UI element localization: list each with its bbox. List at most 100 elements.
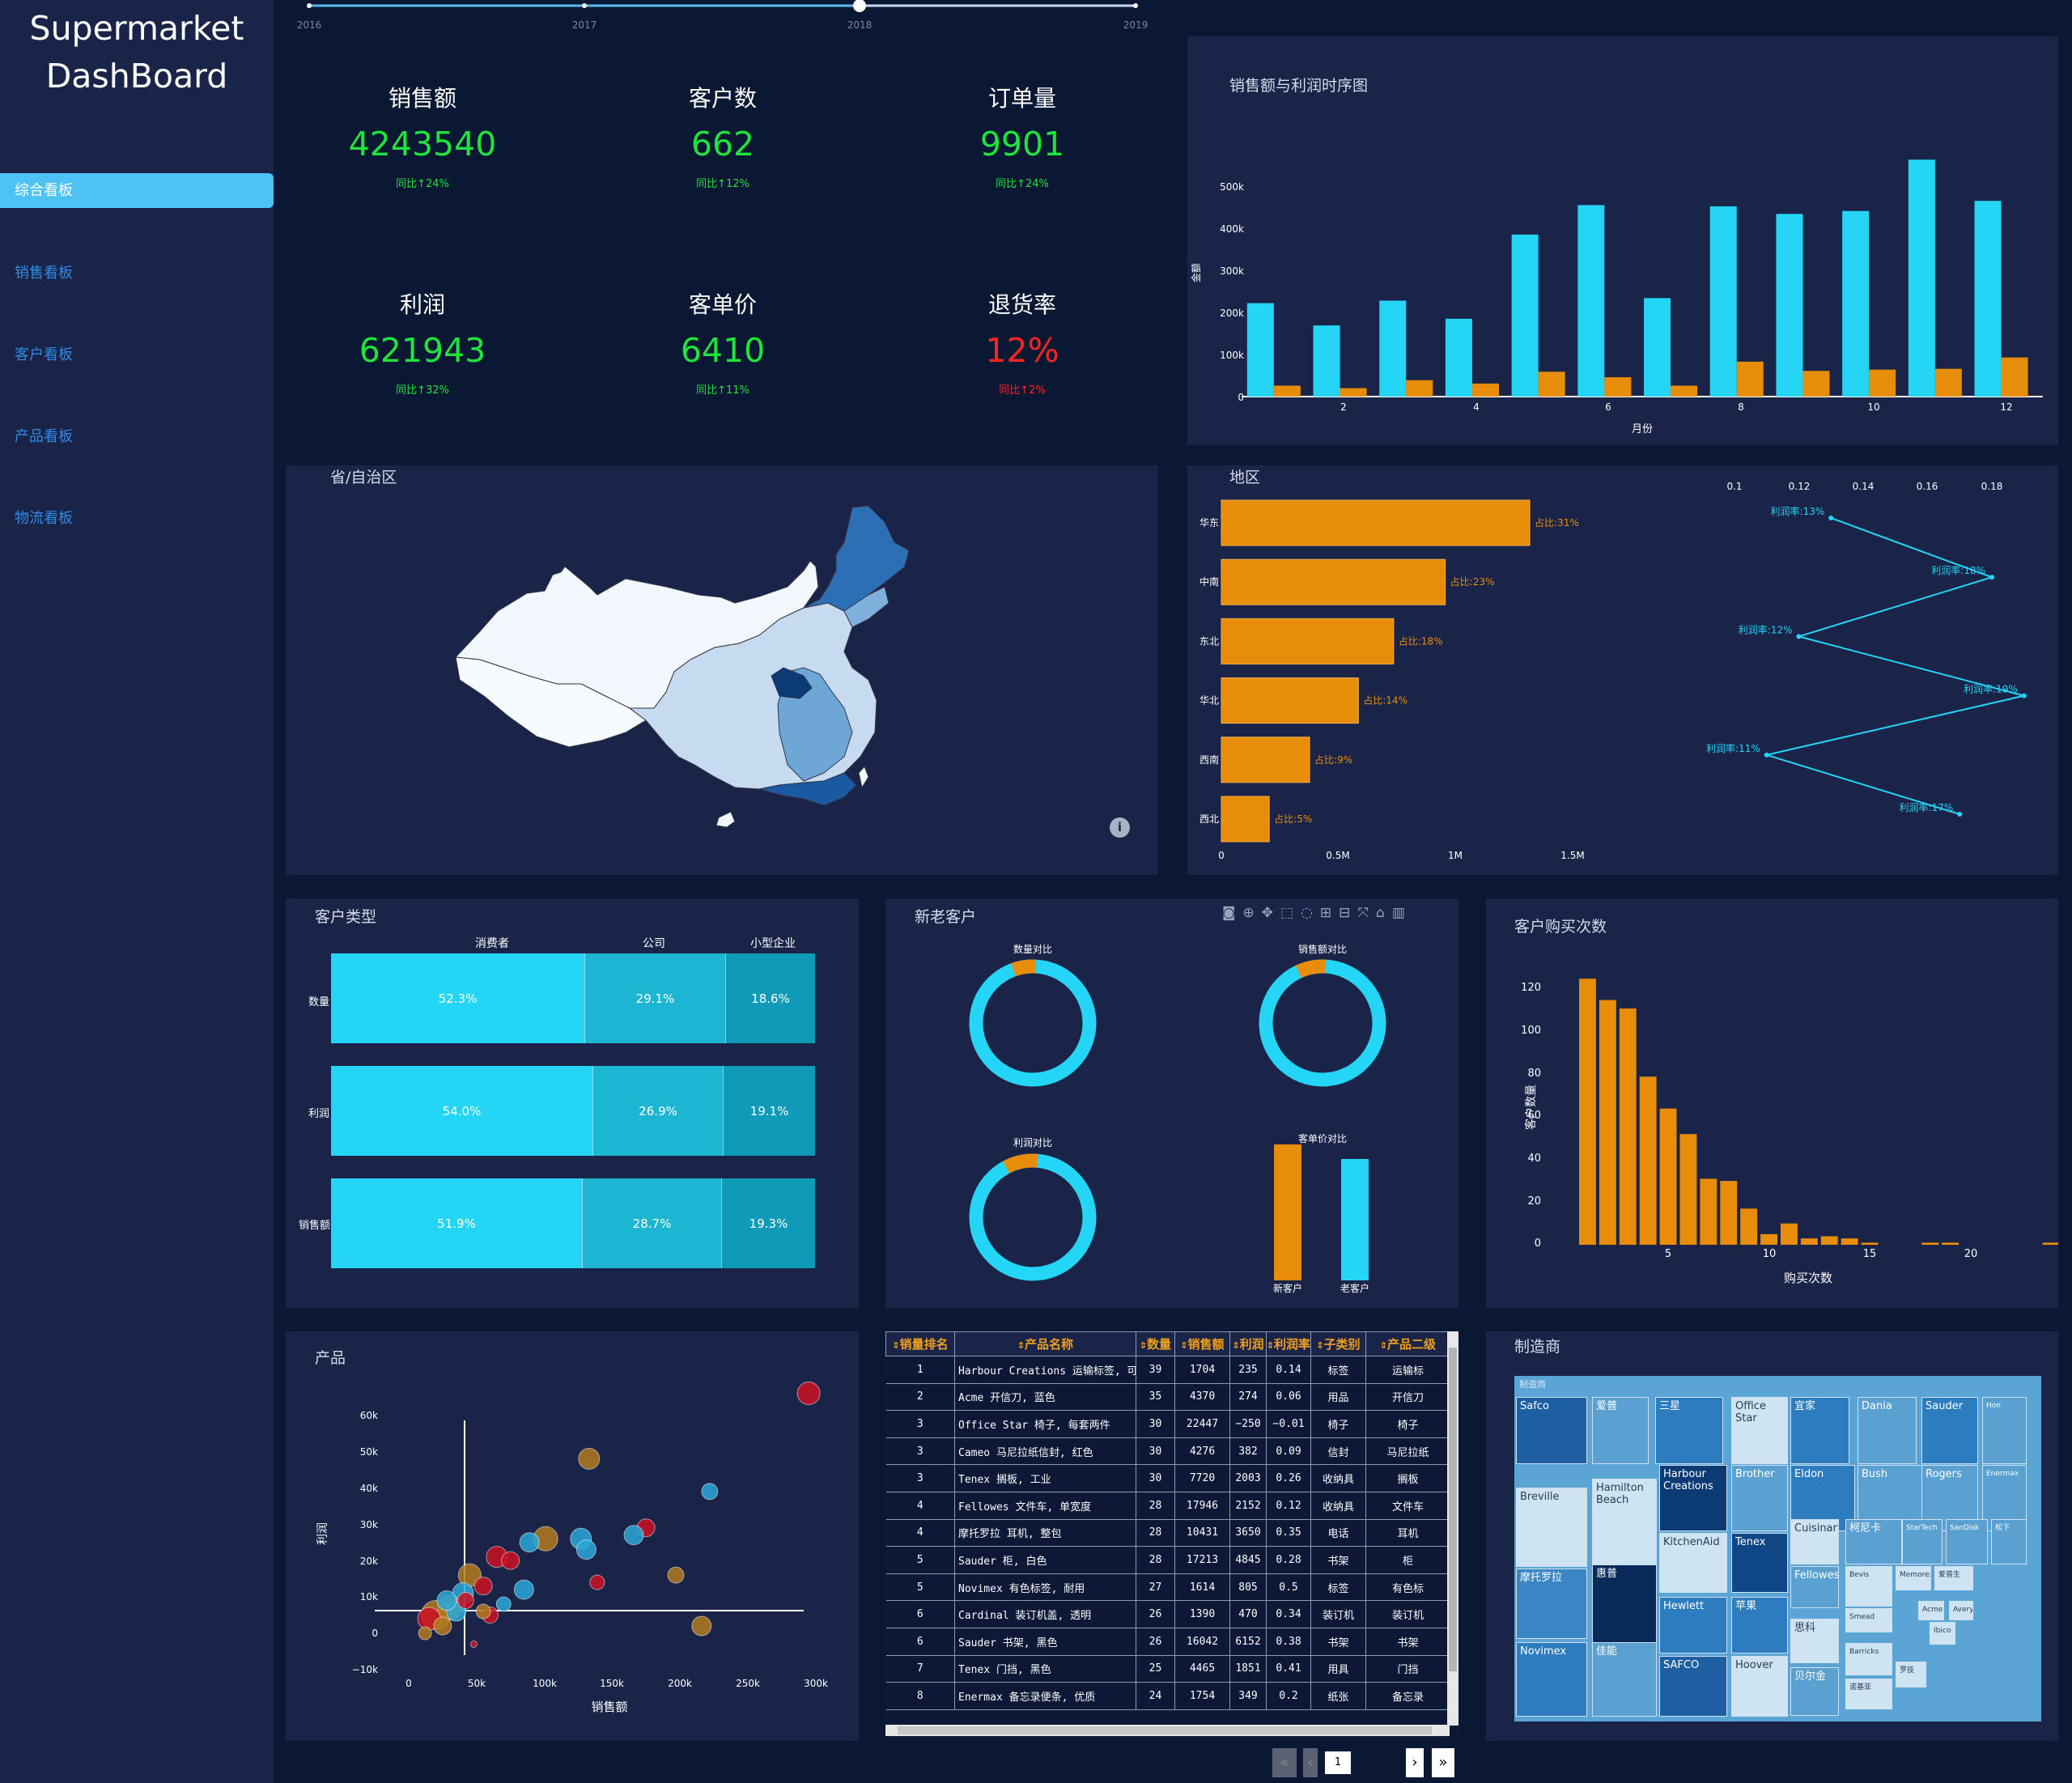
- table-row[interactable]: 3 Tenex 搁板, 工业 30 7720 2003 0.26 收纳具 搁板: [885, 1464, 1450, 1492]
- segment-company[interactable]: 26.9%: [592, 1066, 723, 1156]
- table-cell: 6152: [1229, 1628, 1267, 1656]
- treemap-cell[interactable]: 佳能: [1592, 1642, 1657, 1717]
- sort-header[interactable]: ⇕子类别: [1310, 1331, 1366, 1356]
- nav-overview[interactable]: 综合看板: [0, 173, 274, 208]
- region-chart[interactable]: 0 0.5M 1M 1.5M 0.1 0.12 0.14 0.16 0.18 华…: [1187, 465, 2058, 875]
- page-input[interactable]: 1: [1325, 1751, 1351, 1774]
- treemap-cell[interactable]: 柯尼卡: [1845, 1519, 1902, 1564]
- chart-toolbar[interactable]: ◙⊕✥⬚◌⊞⊟⤧⌂▥: [1222, 905, 1412, 921]
- treemap-cell[interactable]: 苹果: [1731, 1597, 1788, 1654]
- sort-header[interactable]: ⇕销售额: [1174, 1331, 1230, 1356]
- first-page-button[interactable]: «: [1272, 1748, 1297, 1777]
- treemap-cell[interactable]: Brother: [1731, 1465, 1788, 1531]
- info-icon[interactable]: i: [1110, 817, 1130, 838]
- nav-logistics[interactable]: 物流看板: [15, 510, 73, 527]
- treemap-cell[interactable]: 诺基亚: [1845, 1679, 1892, 1709]
- sort-header[interactable]: ⇕产品名称: [954, 1331, 1136, 1356]
- treemap-cell[interactable]: Office Star: [1731, 1397, 1788, 1464]
- treemap-cell[interactable]: 爱普: [1592, 1397, 1649, 1464]
- nav-sales[interactable]: 销售看板: [15, 265, 73, 282]
- treemap-cell[interactable]: 贝尔金: [1790, 1667, 1839, 1716]
- segment-consumer[interactable]: 52.3%: [331, 953, 584, 1043]
- vertical-scrollbar[interactable]: [1447, 1331, 1458, 1726]
- treemap-cell[interactable]: Tenex: [1731, 1533, 1788, 1593]
- kpi-yoy: 同比↑11%: [696, 384, 749, 397]
- segment-consumer[interactable]: 54.0%: [331, 1066, 592, 1156]
- treemap-cell[interactable]: StarTech: [1902, 1519, 1942, 1564]
- table-row[interactable]: 4 摩托罗拉 耳机, 整包 28 10431 3650 0.35 电话 耳机: [885, 1519, 1450, 1547]
- treemap-cell[interactable]: 三星: [1655, 1397, 1723, 1464]
- kpi-avg-order: 客单价 6410 同比↑11%: [601, 287, 844, 397]
- sort-header[interactable]: ⇕销量排名: [885, 1331, 955, 1356]
- nav-product[interactable]: 产品看板: [15, 428, 73, 445]
- sort-header[interactable]: ⇕利润率: [1266, 1331, 1311, 1356]
- treemap-cell[interactable]: Bevis: [1845, 1566, 1892, 1607]
- treemap-cell[interactable]: Novimex: [1516, 1642, 1587, 1717]
- donut-new: [1259, 959, 1386, 1087]
- nav-customer[interactable]: 客户看板: [15, 346, 73, 363]
- segment-small-biz[interactable]: 19.3%: [721, 1178, 815, 1268]
- table-row[interactable]: 3 Cameo 马尼拉纸信封, 红色 30 4276 382 0.09 信封 马尼拉纸: [885, 1437, 1450, 1466]
- next-page-button[interactable]: ›: [1406, 1748, 1424, 1777]
- treemap-cell[interactable]: Hamilton Beach: [1592, 1479, 1657, 1568]
- treemap-cell[interactable]: Ibico: [1930, 1622, 1955, 1645]
- treemap-cell[interactable]: Smead: [1845, 1608, 1892, 1632]
- monthly-chart[interactable]: 0 100k 200k 300k 400k 500k 2 4 6 8 10 12…: [1187, 36, 2058, 445]
- treemap-cell[interactable]: Barricks: [1845, 1643, 1892, 1675]
- segment-small-biz[interactable]: 18.6%: [725, 953, 815, 1043]
- horizontal-scrollbar[interactable]: [885, 1725, 1450, 1736]
- treemap-cell[interactable]: 松下: [1991, 1519, 2027, 1564]
- treemap-cell[interactable]: Hon: [1982, 1397, 2027, 1464]
- table-row[interactable]: 5 Novimex 有色标签, 耐用 27 1614 805 0.5 标签 有色标: [885, 1573, 1450, 1602]
- segment-consumer[interactable]: 51.9%: [331, 1178, 582, 1268]
- segment-small-biz[interactable]: 19.1%: [723, 1066, 815, 1156]
- last-page-button[interactable]: »: [1432, 1748, 1454, 1777]
- kpi-title: 利润: [399, 291, 445, 318]
- new-old-charts[interactable]: 数量对比 销售额对比 利润对比 客单价对比 新客户 老客户: [885, 898, 1458, 1308]
- treemap-cell[interactable]: SAFCO: [1659, 1656, 1727, 1717]
- buy-times-histogram[interactable]: 0 20 40 60 80 100 120 5 10 15 20 购买次数 客户…: [1486, 898, 2058, 1308]
- china-map[interactable]: [286, 465, 1158, 875]
- sort-header[interactable]: ⇕利润: [1229, 1331, 1267, 1356]
- treemap-cell[interactable]: Harbour Creations: [1659, 1465, 1727, 1531]
- table-row[interactable]: 2 Acme 开信刀, 蓝色 35 4370 274 0.06 用品 开信刀: [885, 1383, 1450, 1412]
- treemap-cell[interactable]: Fellowes: [1790, 1566, 1839, 1608]
- product-scatter[interactable]: 0 50k 100k 150k 200k 250k 300k −10k 0 10…: [286, 1331, 859, 1741]
- sort-header[interactable]: ⇕产品二级: [1365, 1331, 1450, 1356]
- treemap-cell[interactable]: Memorex: [1896, 1566, 1931, 1590]
- table-row[interactable]: 8 Enermax 备忘录便条, 优质 24 1754 349 0.2 纸张 备忘录: [885, 1682, 1450, 1710]
- prev-page-button[interactable]: ‹: [1303, 1748, 1318, 1777]
- table-row[interactable]: 3 Office Star 椅子, 每套两件 30 22447 −250 −0.01 椅子椅…: [885, 1410, 1450, 1438]
- bar-sales: [1709, 206, 1737, 397]
- table-row[interactable]: 5 Sauder 柜, 白色 28 17213 4845 0.28 书架柜: [885, 1546, 1450, 1574]
- treemap-cell[interactable]: Safco: [1516, 1397, 1587, 1464]
- table-row[interactable]: 6 Cardinal 装订机盖, 透明 26 1390 470 0.34 装订机 装订机: [885, 1600, 1450, 1628]
- treemap-cell[interactable]: Hoover: [1731, 1656, 1788, 1717]
- year-slider[interactable]: 2016 2017 2018 2019: [291, 0, 1149, 36]
- treemap-cell[interactable]: KitchenAid: [1659, 1533, 1727, 1593]
- treemap-cell[interactable]: Hewlett: [1659, 1597, 1727, 1654]
- treemap-cell[interactable]: 罗技: [1896, 1662, 1926, 1687]
- table-row[interactable]: 6 Sauder 书架, 黑色 26 16042 6152 0.38 书架 书架: [885, 1628, 1450, 1656]
- kpi-profit: 利润 621943 同比↑32%: [301, 287, 544, 397]
- treemap-cell[interactable]: Cuisinart: [1790, 1519, 1839, 1564]
- treemap-cell[interactable]: Avery: [1949, 1601, 1973, 1620]
- table-row[interactable]: 1 Harbour Creations 运输标签, 可调 39 1704 235 0.14…: [885, 1356, 1450, 1384]
- treemap-cell[interactable]: 惠普: [1592, 1564, 1657, 1645]
- sort-header[interactable]: ⇕数量: [1136, 1331, 1175, 1356]
- treemap-cell[interactable]: 宜家: [1790, 1397, 1849, 1464]
- treemap-cell[interactable]: SanDisk: [1946, 1519, 1988, 1564]
- x-axis-label: 月份: [1632, 423, 1653, 435]
- bar-profit: [2001, 357, 2028, 397]
- treemap-cell[interactable]: Dania: [1858, 1397, 1917, 1464]
- treemap-cell[interactable]: 爱普生: [1934, 1566, 1973, 1590]
- treemap-cell[interactable]: 思科: [1790, 1619, 1839, 1663]
- treemap-cell[interactable]: 摩托罗拉: [1516, 1569, 1587, 1639]
- segment-company[interactable]: 28.7%: [582, 1178, 721, 1268]
- table-row[interactable]: 4 Fellowes 文件车, 单宽度 28 17946 2152 0.12 收纳具 文件车: [885, 1492, 1450, 1520]
- treemap-cell[interactable]: Acme: [1918, 1601, 1944, 1620]
- treemap-cell[interactable]: Breville: [1516, 1488, 1587, 1567]
- table-row[interactable]: 7 Tenex 门挡, 黑色 25 4465 1851 0.41 用具 门挡: [885, 1655, 1450, 1683]
- treemap-cell[interactable]: Sauder: [1921, 1397, 1978, 1464]
- segment-company[interactable]: 29.1%: [584, 953, 725, 1043]
